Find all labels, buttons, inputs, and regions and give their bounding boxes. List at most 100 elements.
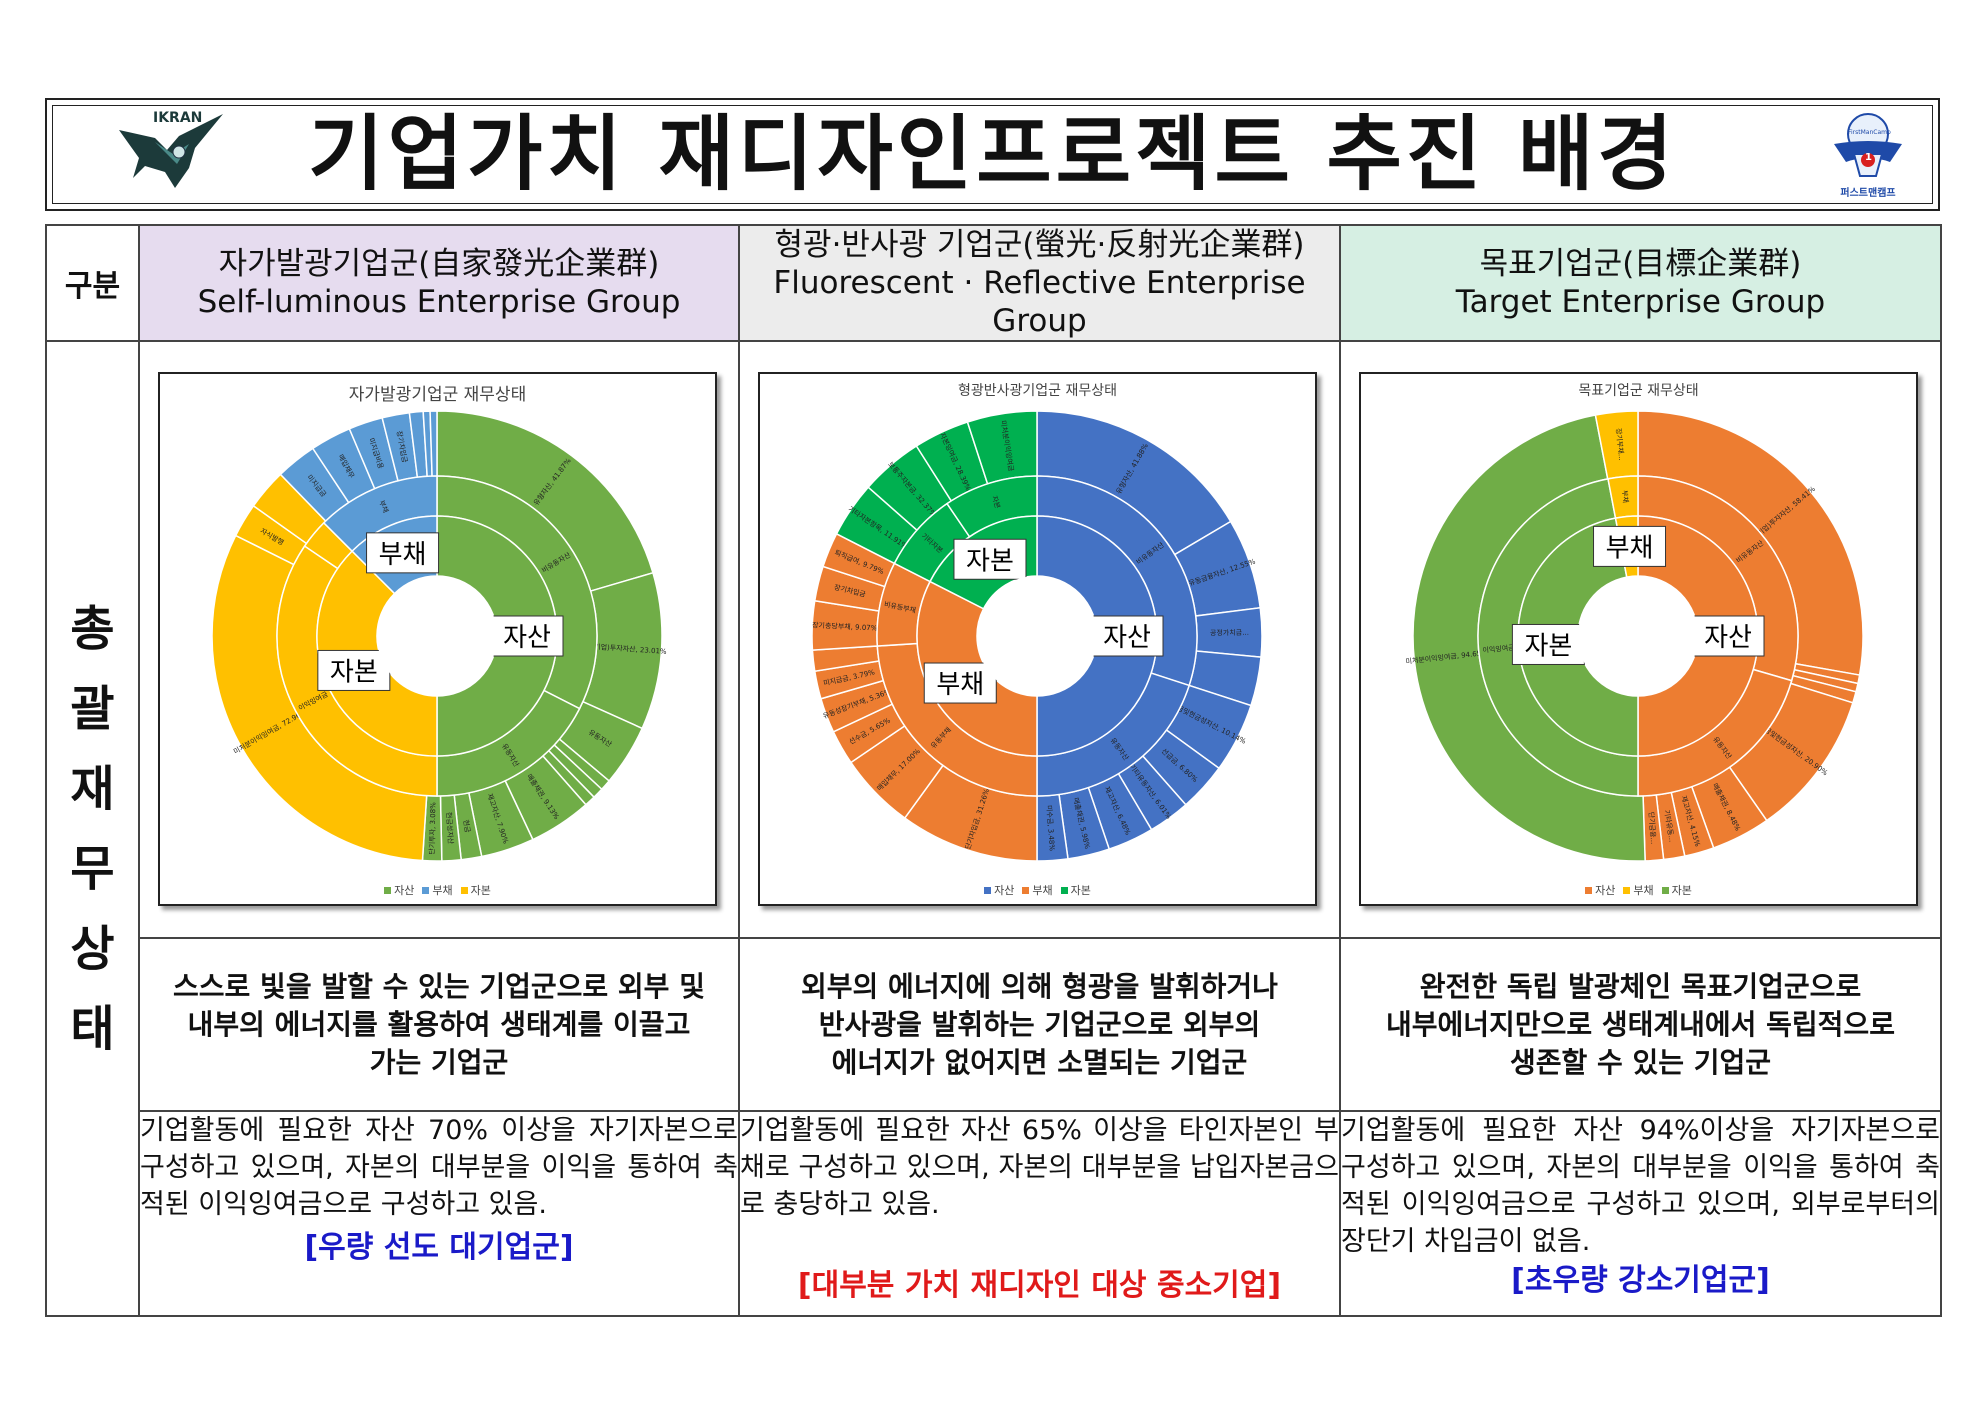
chart-panel-3: 목표기업군 재무상태 (기업)투자자산, 58.41% 현금및현금성자산, 20.…: [1359, 372, 1918, 906]
title-inner-border: [52, 105, 1933, 204]
chart-title: 목표기업군 재무상태: [1578, 383, 1699, 399]
legend-swatch: [460, 887, 468, 894]
header-label: 구분: [45, 224, 140, 342]
column-title-en: Fluorescent · Reflective Enterprise Grou…: [773, 265, 1306, 339]
inner-ring-label-box: 자본: [1511, 623, 1585, 665]
outer-ring-label: 현금: [462, 819, 472, 834]
legend-swatch: [984, 887, 992, 894]
legend-label: 부채: [1032, 884, 1053, 897]
inner-ring-label-frame: [953, 538, 1027, 580]
inner-ring-label-box: 자산: [490, 615, 564, 657]
chart-panel-2: 형광반사광기업군 재무상태 유형자산, 41.88% 비유동금융자산, 12.55…: [758, 372, 1317, 906]
legend-swatch: [422, 887, 430, 894]
chart-cell-1: 자가발광기업군 재무상태 유형자산, 41.87% (기업)투자자산, 23.01…: [138, 340, 740, 939]
column-header-target: 목표기업군(目標企業群) Target Enterprise Group: [1339, 224, 1942, 342]
firstmancamp-badge: 1: [1865, 152, 1872, 163]
chart-legend: 자산 부채 자본: [760, 882, 1315, 898]
column-title-ko: 형광·반사광 기업군(螢光·反射光企業群): [774, 227, 1305, 263]
description-line: 외부의 에너지에 의해 형광을 발휘하거나: [801, 969, 1278, 1003]
description-line: 가는 기업군: [369, 1045, 509, 1079]
group-description-3: 완전한 독립 발광체인 목표기업군으로 내부에너지만으로 생태계내에서 독립적으…: [1339, 937, 1942, 1112]
detail-text: 기업활동에 필요한 자산 94%이상을 자기자본으로 구성하고 있으며, 자본의…: [1341, 1115, 1940, 1257]
inner-ring-label-box: 부채: [923, 662, 997, 704]
column-title-ko: 자가발광기업군(自家發光企業群): [218, 246, 660, 282]
inner-ring-label-frame: [317, 649, 391, 691]
detail-text: 기업활동에 필요한 자산 70% 이상을 자기자본으로 구성하고 있으며, 자본…: [140, 1115, 738, 1220]
sunburst-center-hole: [377, 576, 497, 696]
legend-swatch: [1585, 887, 1593, 894]
legend-label: 자산: [394, 884, 415, 897]
page-title: 기업가치 재디자인프로젝트 추진 배경: [308, 107, 1677, 202]
inner-ring-label: 부채: [936, 670, 984, 700]
group-detail-1: 기업활동에 필요한 자산 70% 이상을 자기자본으로 구성하고 있으며, 자본…: [138, 1110, 740, 1317]
group-tag: [초우량 강소기업군]: [1511, 1263, 1770, 1298]
legend-swatch: [1060, 887, 1068, 894]
firstmancamp-logo: FirstManCamp 1 퍼스트맨캠프: [1828, 110, 1908, 200]
inner-ring-label: 부채: [1606, 533, 1654, 563]
inner-ring-label-box: 부채: [1593, 525, 1667, 567]
legend-item: 부채: [422, 884, 453, 897]
side-label-char: 태: [70, 1000, 115, 1057]
inner-ring-label-frame: [1691, 615, 1765, 657]
legend-item: 자산: [1585, 884, 1615, 897]
description-row: 스스로 빛을 발할 수 있는 기업군으로 외부 및 내부의 에너지를 활용하여 …: [46, 937, 1942, 1112]
legend-swatch: [1661, 887, 1669, 894]
sunburst-center-hole: [1578, 576, 1698, 696]
column-title-en: Self-luminous Enterprise Group: [197, 284, 681, 320]
sunburst-center-hole: [977, 576, 1097, 696]
inner-ring-label-box: 자본: [953, 538, 1027, 580]
inner-ring-label-box: 자산: [1090, 615, 1164, 657]
side-label-char: 총: [70, 600, 115, 657]
description-line: 내부의 에너지를 활용하여 생태계를 이끌고: [187, 1007, 691, 1041]
inner-ring-label-box: 자산: [1691, 615, 1765, 657]
legend-swatch: [1022, 887, 1030, 894]
middle-ring-label: 이익잉여금: [1482, 643, 1515, 655]
side-label-char: 상: [70, 920, 115, 977]
group-detail-2: 기업활동에 필요한 자산 65% 이상을 타인자본인 부채로 구성하고 있으며,…: [738, 1110, 1341, 1317]
firstmancamp-top-text: FirstManCamp: [1848, 129, 1891, 136]
legend-swatch: [1623, 887, 1631, 894]
legend-label: 자본: [1070, 884, 1091, 897]
description-line: 반사광을 발휘하는 기업군으로 외부의: [818, 1007, 1261, 1041]
side-label: 총 괄 재 무 상 태: [45, 340, 140, 1317]
comparison-table: 구분 자가발광기업군(自家發光企業群) Self-luminous Enterp…: [45, 224, 1942, 1317]
column-title-en: Target Enterprise Group: [1455, 284, 1826, 320]
side-label-char: 무: [70, 840, 115, 897]
description-line: 내부에너지만으로 생태계내에서 독립적으로: [1386, 1007, 1895, 1041]
detail-text: 기업활동에 필요한 자산 65% 이상을 타인자본인 부채로 구성하고 있으며,…: [740, 1115, 1339, 1220]
legend-item: 자본: [1661, 884, 1692, 897]
inner-ring-label-frame: [1511, 623, 1585, 665]
outer-ring-label: 현금성자산: [444, 812, 455, 845]
outer-ring-label: 장기충당부채, 9.07%: [812, 620, 878, 632]
legend-item: 자본: [1060, 884, 1091, 897]
ikran-logo: IKRAN: [115, 108, 235, 196]
group-description-1: 스스로 빛을 발할 수 있는 기업군으로 외부 및 내부의 에너지를 활용하여 …: [138, 937, 740, 1112]
legend-label: 부채: [432, 884, 453, 897]
legend-item: 부채: [1623, 884, 1654, 897]
inner-ring-label-frame: [1593, 525, 1667, 567]
legend-label: 자산: [1595, 884, 1616, 897]
legend-label: 부채: [1633, 884, 1654, 897]
group-tag: [우량 선도 대기업군]: [304, 1230, 574, 1265]
firstmancamp-text: 퍼스트맨캠프: [1840, 188, 1896, 199]
chart-legend: 자산 부채 자본: [1361, 882, 1916, 898]
group-tag: [대부분 가치 재디자인 대상 중소기업]: [797, 1268, 1282, 1303]
title-banner: IKRAN 기업가치 재디자인프로젝트 추진 배경 FirstManCamp 1…: [45, 98, 1940, 211]
legend-label: 자산: [994, 884, 1015, 897]
sunburst-chart-3: (기업)투자자산, 58.41%현금및현금성자산, 20.90%매출채권, 8.…: [1405, 410, 1864, 862]
middle-ring-label: 자본: [990, 495, 1003, 510]
outer-ring-label: 단기금융...: [1647, 811, 1658, 844]
inner-ring-label: 자본: [966, 546, 1014, 576]
legend-item: 자본: [460, 884, 491, 897]
outer-ring-label: 공정가치금...: [1210, 628, 1249, 638]
legend-item: 부채: [1022, 884, 1053, 897]
outer-ring-label: 미수금, 3.48%: [1045, 805, 1057, 852]
legend-label: 자본: [470, 884, 491, 897]
inner-ring-label-box: 부채: [366, 532, 440, 574]
middle-ring-label: 부채: [1620, 490, 1630, 504]
legend-label: 자본: [1671, 884, 1692, 897]
side-label-char: 괄: [70, 680, 115, 737]
chart-row: 총 괄 재 무 상 태 자가발광기업군 재무상태 유형자산, 41.87% (기업…: [45, 340, 1942, 1317]
column-header-self-luminous: 자가발광기업군(自家發光企業群) Self-luminous Enterpris…: [138, 224, 740, 342]
